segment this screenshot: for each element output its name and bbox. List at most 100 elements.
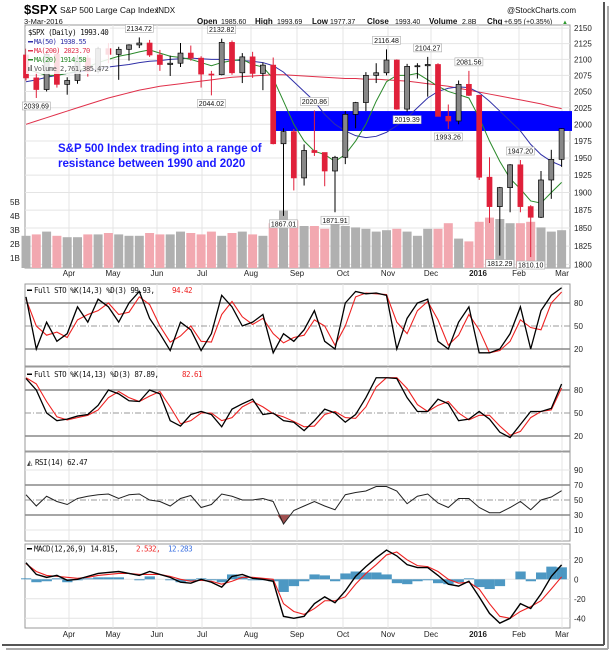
volume-bar xyxy=(412,235,422,268)
legend-background xyxy=(26,27,110,74)
candle-body xyxy=(414,65,421,68)
volume-bar xyxy=(217,235,227,268)
y-tick-label: 50 xyxy=(574,496,583,505)
macd-histogram-bar xyxy=(546,566,557,580)
price-label: 2044.02 xyxy=(199,101,224,108)
x-tick-label: Aug xyxy=(244,269,258,278)
macd-histogram-bar xyxy=(381,574,392,580)
x-tick-label: Oct xyxy=(337,269,350,278)
macd-legend-text: MACD(12,26,9) 14.815, xyxy=(34,545,118,554)
volume-bar xyxy=(289,220,299,268)
volume-bar xyxy=(474,221,484,268)
sto1-legend-d: 94.42 xyxy=(172,286,192,295)
macd-histogram-bar xyxy=(185,579,197,582)
macd-histogram-bar xyxy=(484,579,495,590)
open-value: 1985.60 xyxy=(221,19,246,26)
sto-k-line xyxy=(25,287,562,355)
sto2-legend-d: 82.61 xyxy=(182,370,202,379)
candle-body xyxy=(496,187,503,207)
y-tick-label: 1925 xyxy=(574,171,592,180)
volume-bar xyxy=(165,234,175,268)
y-tick-label: 20 xyxy=(574,432,583,441)
price-label-box xyxy=(269,219,298,229)
price-label-box xyxy=(485,259,515,268)
x-tick-label: 2016 xyxy=(469,630,487,639)
candle-body xyxy=(393,59,400,110)
price-label: 1812.29 xyxy=(487,261,512,268)
x-tick-label: May xyxy=(105,269,120,278)
candle-body xyxy=(260,64,266,74)
price-label: 1867.01 xyxy=(271,221,296,228)
candle-body xyxy=(363,74,369,103)
macd-histogram-bar xyxy=(330,579,341,582)
price-label: 1993.26 xyxy=(436,134,461,141)
candle-body xyxy=(558,128,565,160)
macd-histogram-bar xyxy=(113,577,124,580)
candle-body xyxy=(527,206,534,218)
macd-legend-signal: 2.532, xyxy=(136,545,160,554)
volume-bar xyxy=(42,231,52,268)
x-tick-label: Dec xyxy=(424,630,438,639)
candle-body xyxy=(126,44,132,50)
candle-body xyxy=(208,73,215,76)
exchange: INDX xyxy=(156,6,176,15)
volume-bar xyxy=(31,234,41,268)
volume-icon-bar xyxy=(30,65,32,71)
macd-histogram-bar xyxy=(21,578,32,580)
price-label: 2104.27 xyxy=(415,45,440,52)
macd-histogram-bar xyxy=(319,575,330,580)
volume-bar xyxy=(557,230,567,268)
ma50-line xyxy=(25,57,562,167)
y-tick-label: 80 xyxy=(574,386,583,395)
candle-body xyxy=(239,56,246,74)
chart-date: 3-Mar-2016 xyxy=(24,17,63,26)
price-label: 2134.72 xyxy=(127,26,152,33)
volume-bar xyxy=(536,227,546,268)
candle-body xyxy=(466,83,472,96)
candle-body xyxy=(321,152,328,172)
x-tick-label: Dec xyxy=(424,269,438,278)
price-label: 2039.69 xyxy=(24,103,49,110)
legend-title: $SPX (Daily) 1993.40 xyxy=(28,28,109,37)
volume-bar xyxy=(299,226,309,268)
volume-bar xyxy=(176,231,185,268)
price-label: 1947.20 xyxy=(508,149,533,156)
volume-bar xyxy=(361,228,371,268)
x-tick-label: Nov xyxy=(381,269,395,278)
volume-bar xyxy=(371,231,381,268)
sto-d-line xyxy=(25,377,563,436)
candle-body xyxy=(476,95,483,178)
volume-tick-label: 4B xyxy=(10,212,20,221)
candle-body xyxy=(507,164,513,188)
volume-bar xyxy=(464,241,474,268)
x-tick-label: Mar xyxy=(555,269,569,278)
close-label: Close xyxy=(367,17,389,26)
x-tick-label: Feb xyxy=(512,630,526,639)
macd-histogram-bar xyxy=(216,579,227,583)
volume-bar xyxy=(340,226,350,268)
x-tick-label: Jun xyxy=(151,630,164,639)
rsi-legend: ◭ RSI(14) 62.47 xyxy=(27,458,88,467)
x-tick-label: Oct xyxy=(337,630,350,639)
macd-histogram-bar xyxy=(206,579,217,581)
legend-ma50: MA(50) 1938.55 xyxy=(34,38,86,46)
price-label: 2020.86 xyxy=(302,99,327,106)
macd-histogram-bar xyxy=(299,579,310,582)
up-arrow-icon: ▲ xyxy=(562,20,568,26)
macd-histogram-bar xyxy=(247,579,258,581)
price-label-box xyxy=(125,24,154,33)
volume-bar xyxy=(227,233,237,268)
candle-body xyxy=(157,54,163,65)
price-label-box xyxy=(413,43,443,53)
x-tick-label: Jun xyxy=(151,269,164,278)
macd-histogram-bar xyxy=(556,567,567,580)
volume-bar xyxy=(196,234,206,268)
y-tick-label: 2050 xyxy=(574,87,592,96)
y-tick-label: 70 xyxy=(574,481,583,490)
candle-body xyxy=(280,131,287,145)
macd-histogram-bar xyxy=(525,579,536,582)
volume-bar xyxy=(237,231,247,268)
macd-histogram-bar xyxy=(433,579,444,584)
x-tick-label: Sep xyxy=(290,630,305,639)
